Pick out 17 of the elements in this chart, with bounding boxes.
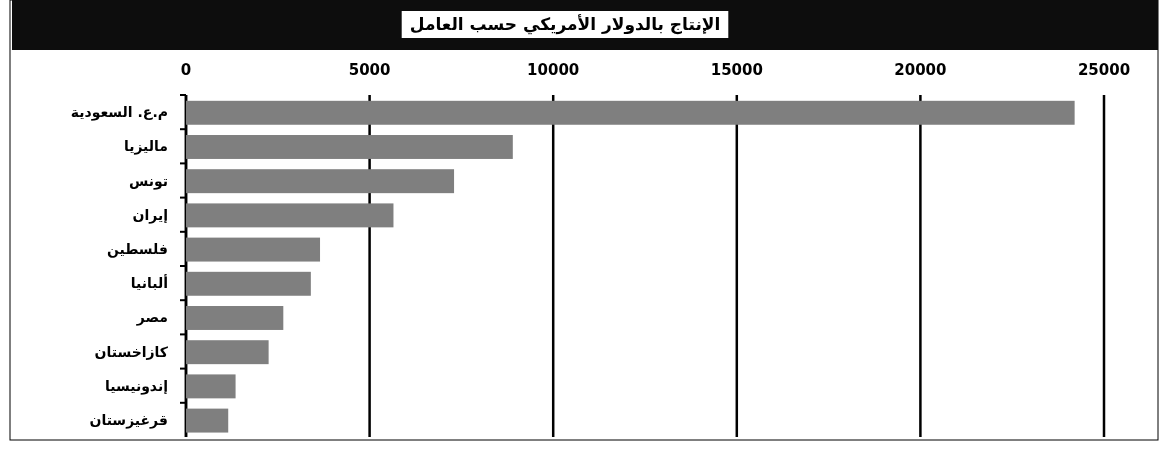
y-tick-label: قرغيزستان [89,411,168,429]
x-tick-label: 10000 [527,61,580,79]
chart-title: الإنتاج بالدولار الأمريكي حسب العامل [409,14,721,35]
y-tick-label: ماليزيا [123,138,168,156]
x-tick-label: 0 [180,61,192,79]
y-tick-label: مصر [135,309,168,327]
y-tick-label: تونس [128,172,168,190]
y-tick-label: فلسطين [106,240,168,258]
x-tick-label: 5000 [348,61,391,79]
y-tick-label: ألبانيا [130,274,168,292]
y-tick-label: إيران [132,206,168,224]
x-tick-label: 25000 [1077,61,1131,79]
x-tick-label: 20000 [894,61,947,79]
x-tick-label: 15000 [710,61,763,79]
y-tick-label: م.ع. السعودية [70,104,168,122]
y-tick-label: إندونيسيا [104,377,168,395]
y-tick-label: كازاخستان [94,343,169,360]
